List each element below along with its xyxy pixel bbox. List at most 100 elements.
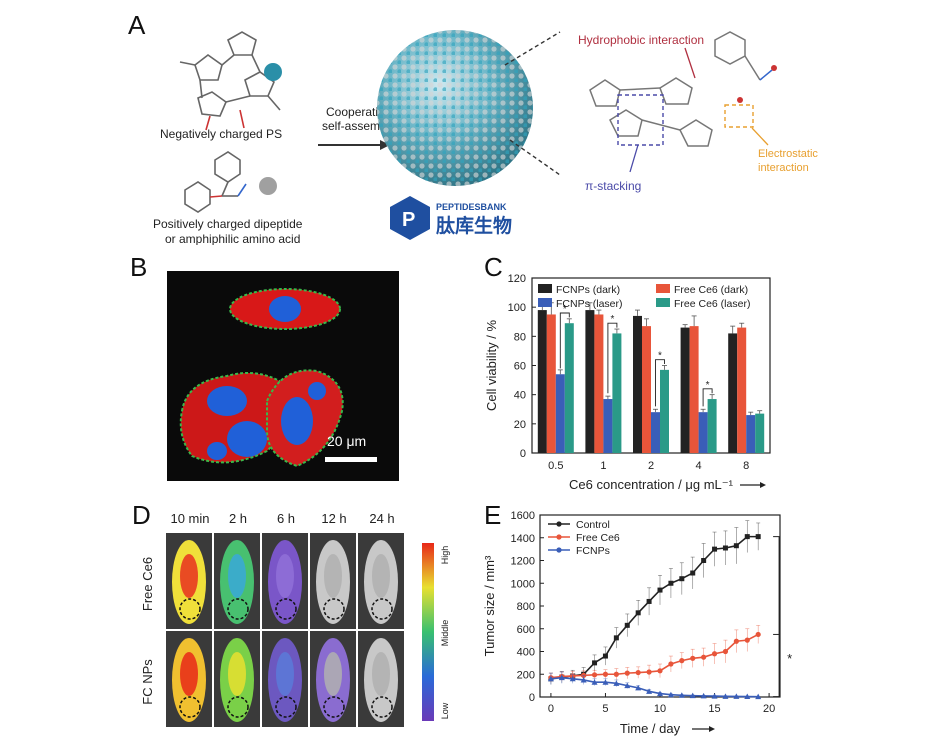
bar (728, 333, 738, 453)
significance-bracket (559, 312, 570, 369)
data-point (733, 693, 740, 699)
data-point (547, 675, 554, 682)
data-point (613, 635, 619, 641)
data-point (635, 684, 642, 691)
bar (612, 333, 622, 453)
zoom-lines (504, 31, 561, 176)
brand-en: PEPTIDESBANK (436, 202, 507, 212)
bar (746, 415, 756, 453)
x-axis-label: Time / day (620, 721, 681, 736)
cell-viability-chart: 0 20 40 60 80 100 120 0.5 * 1 * 2 * 4 * 8 FCNPs (dark) Fr… (484, 273, 771, 492)
tumor-circle (371, 598, 393, 620)
data-point (646, 669, 652, 675)
electrostatic-label-line1: Electrostatic (758, 148, 818, 160)
x-tick-label: 5 (602, 703, 608, 715)
data-point (701, 558, 707, 563)
bar (689, 326, 699, 453)
panel-b-micrograph: 20 μm (167, 271, 399, 481)
significance-bracket (702, 388, 713, 407)
peptidesbank-logo: P PEPTIDESBANK 肽库生物 (390, 196, 512, 240)
data-point (635, 669, 641, 676)
bar (585, 310, 595, 453)
x-tick-label: 4 (696, 460, 702, 472)
hydrophobic-pointer (684, 47, 696, 79)
legend-label: FCNPs (laser) (556, 298, 623, 310)
legend-label: FCNPs (576, 545, 610, 557)
scale-bar (325, 457, 377, 462)
y-tick-label: 1600 (511, 510, 535, 522)
electrostatic-box (724, 104, 754, 128)
y-tick-label: 100 (508, 302, 526, 314)
data-point (624, 682, 631, 689)
time-label: 10 min (170, 511, 209, 526)
time-label: 12 h (321, 511, 346, 526)
bar (680, 327, 690, 453)
y-tick-label: 40 (514, 390, 526, 402)
data-point (602, 653, 608, 659)
panel-b-letter: B (130, 252, 148, 282)
y-axis-label: Cell viability / % (484, 320, 499, 411)
data-point (558, 674, 565, 681)
fluorescence-signal (372, 652, 390, 696)
bar (555, 374, 565, 453)
data-point (646, 688, 653, 694)
significance-bracket (773, 536, 780, 698)
brand-cn: 肽库生物 (436, 214, 512, 237)
significance-bracket (607, 322, 618, 394)
ps-molecule-illustration (179, 31, 281, 131)
significance-star: * (610, 314, 614, 325)
data-point (602, 671, 609, 677)
data-point (679, 576, 685, 582)
data-point (657, 668, 663, 674)
y-tick-label: 120 (508, 273, 526, 285)
fluorescence-signal (180, 554, 198, 598)
data-point (624, 622, 630, 628)
ps-sphere-icon (264, 63, 282, 81)
time-label: 24 h (369, 511, 394, 526)
panel-e-letter: E (484, 500, 502, 530)
bar (603, 399, 613, 453)
x-axis-label: Ce6 concentration / μg mL⁻¹ (569, 477, 734, 492)
x-tick-label: 15 (708, 703, 720, 715)
fluorescence-signal (324, 554, 342, 598)
interaction-detail-illustration (589, 31, 777, 147)
data-point (679, 658, 685, 664)
data-point (722, 545, 728, 551)
series-line (550, 535, 759, 680)
y-tick-label: 600 (517, 624, 535, 636)
x-tick-label: 20 (763, 703, 775, 715)
bar (642, 326, 651, 453)
y-tick-label: 80 (514, 331, 526, 343)
time-label: 6 h (277, 511, 295, 526)
data-point (711, 693, 718, 699)
arrow-label-line1: Cooperative (326, 105, 391, 119)
electrostatic-pointer (751, 127, 769, 146)
cell-cluster (179, 369, 344, 468)
data-point (580, 676, 587, 683)
y-tick-label: 1400 (511, 533, 535, 545)
bar (633, 315, 642, 453)
data-point (700, 692, 707, 699)
x-tick-label: 2 (648, 460, 654, 472)
significance-bracket (655, 359, 665, 407)
legend-marker (556, 534, 562, 540)
dipeptide-molecule-illustration (184, 151, 247, 213)
data-point (668, 661, 674, 667)
data-point (602, 679, 609, 685)
data-point (646, 598, 652, 604)
data-point (690, 570, 696, 576)
x-tick-label: 0.5 (548, 460, 563, 472)
legend-label: Free Ce6 (laser) (674, 298, 750, 310)
data-point (613, 680, 620, 686)
data-point (733, 543, 739, 549)
scale-bar-label: 20 μm (327, 433, 366, 449)
data-point (678, 692, 685, 698)
tumor-circle (323, 598, 345, 620)
data-point (744, 693, 751, 700)
fluorescence-signal (228, 652, 246, 696)
electrostatic-label-line2: interaction (758, 162, 809, 174)
series-line (550, 633, 759, 679)
tumor-size-chart: 0 200 400 600 800 1000 1200 1400 1600 0 5 10 15 20 Con… (482, 510, 792, 736)
data-point (657, 587, 663, 593)
bar (537, 310, 547, 453)
